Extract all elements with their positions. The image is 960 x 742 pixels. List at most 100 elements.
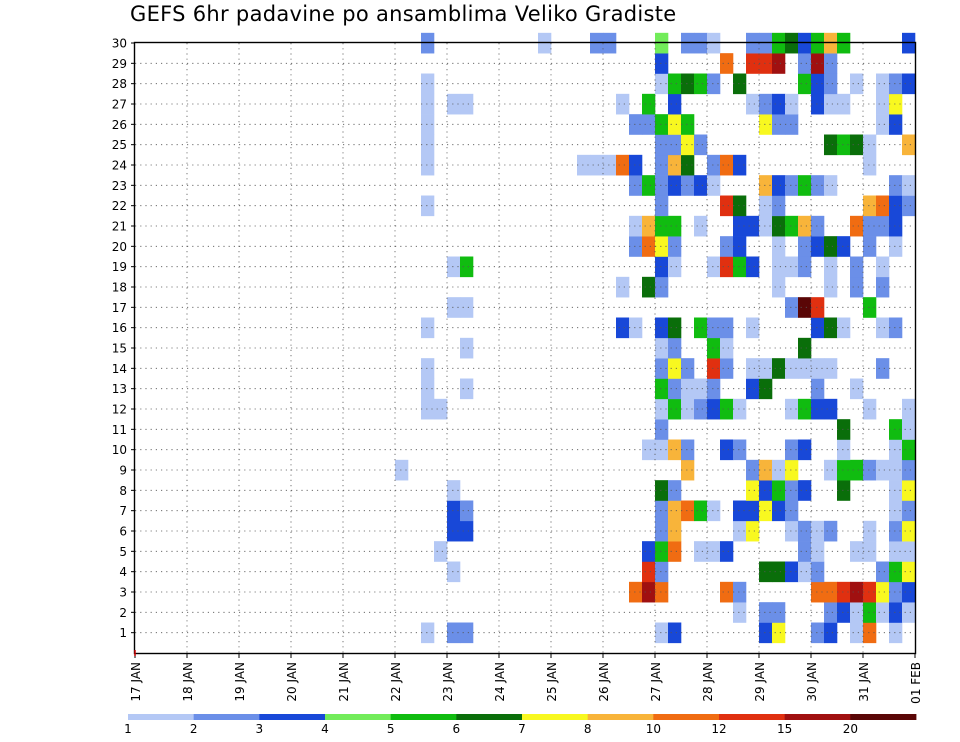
heatmap-cell <box>824 581 838 603</box>
heatmap-cell <box>720 195 734 217</box>
heatmap-cell <box>460 337 474 359</box>
heatmap-cell <box>707 256 721 278</box>
heatmap-cell <box>447 622 461 644</box>
heatmap-cell <box>811 398 825 420</box>
heatmap-cell <box>876 93 890 115</box>
heatmap-cell <box>876 317 890 339</box>
y-tick-label: 10 <box>112 443 127 457</box>
heatmap-cell <box>655 500 669 522</box>
heatmap-cell <box>798 73 812 95</box>
heatmap-cell <box>902 520 916 542</box>
heatmap-cell <box>889 561 903 583</box>
heatmap-cell <box>889 541 903 562</box>
heatmap-cell <box>681 500 695 522</box>
heatmap-cell <box>655 541 669 562</box>
heatmap-cell <box>668 154 682 176</box>
heatmap-cell <box>655 256 669 278</box>
heatmap-cell <box>733 256 747 278</box>
heatmap-cell <box>876 73 890 95</box>
heatmap-cell <box>655 114 669 135</box>
heatmap-cell <box>824 134 838 156</box>
heatmap-cell <box>759 53 773 74</box>
heatmap-cell <box>798 337 812 359</box>
colorbar-swatch <box>522 714 589 720</box>
heatmap-cell <box>707 154 721 176</box>
colorbar-label: 1 <box>124 722 132 736</box>
heatmap-cell <box>668 358 682 379</box>
heatmap-cell <box>889 622 903 644</box>
heatmap-cell <box>447 500 461 522</box>
y-tick-label: 24 <box>112 159 127 173</box>
heatmap-cell <box>902 561 916 583</box>
heatmap-cell <box>863 134 877 156</box>
grid-layer <box>135 43 915 653</box>
heatmap-cell <box>681 358 695 379</box>
colorbar-label: 3 <box>256 722 264 736</box>
heatmap-cell <box>811 358 825 379</box>
heatmap-cell <box>629 236 643 257</box>
colorbar-swatch <box>719 714 786 720</box>
heatmap-cell <box>733 398 747 420</box>
heatmap-cell <box>824 53 838 74</box>
heatmap-cell <box>720 256 734 278</box>
heatmap-cell <box>655 622 669 644</box>
heatmap-cell <box>876 459 890 481</box>
heatmap-cell <box>759 480 773 501</box>
heatmap-cell <box>681 439 695 461</box>
heatmap-cell <box>707 358 721 379</box>
x-tick-label: 21 JAN <box>337 662 351 702</box>
heatmap-cell <box>772 276 786 298</box>
heatmap-cell <box>655 215 669 237</box>
heatmap-cell <box>811 73 825 95</box>
heatmap-cell <box>889 215 903 237</box>
y-tick-label: 18 <box>112 281 127 295</box>
heatmap-cell <box>876 561 890 583</box>
heatmap-cell <box>668 337 682 359</box>
heatmap-cell <box>772 93 786 115</box>
heatmap-cell <box>759 358 773 379</box>
x-tick-label: 26 JAN <box>597 662 611 702</box>
heatmap-cell <box>811 297 825 318</box>
colorbar-label: 6 <box>453 722 461 736</box>
heatmap-cell <box>850 276 864 298</box>
x-tick-label: 19 JAN <box>233 662 247 702</box>
heatmap-cell <box>655 53 669 74</box>
colorbar-label: 5 <box>387 722 395 736</box>
heatmap-cell <box>902 541 916 562</box>
heatmap-cell <box>824 93 838 115</box>
heatmap-cell <box>798 439 812 461</box>
heatmap-cell <box>824 520 838 542</box>
heatmap-cell <box>772 195 786 217</box>
y-tick-label: 11 <box>112 423 127 437</box>
heatmap-cell <box>798 215 812 237</box>
heatmap-cell <box>421 358 435 379</box>
heatmap-cell <box>902 134 916 156</box>
heatmap-cell <box>720 53 734 74</box>
heatmap-cell <box>759 195 773 217</box>
heatmap-cell <box>785 93 799 115</box>
heatmap-cell <box>421 622 435 644</box>
heatmap-cell <box>655 276 669 298</box>
y-tick-label: 17 <box>112 301 127 315</box>
heatmap-cell <box>772 215 786 237</box>
heatmap-cell <box>850 541 864 562</box>
colorbar-label: 10 <box>646 722 661 736</box>
heatmap-cell <box>889 581 903 603</box>
colorbar-swatch <box>850 714 917 720</box>
heatmap-cell <box>720 541 734 562</box>
heatmap-cell <box>798 256 812 278</box>
heatmap-cell <box>720 581 734 603</box>
heatmap-cell <box>655 480 669 501</box>
heatmap-cell <box>863 195 877 217</box>
cells-layer <box>395 32 916 644</box>
x-tick-label: 20 JAN <box>285 662 299 702</box>
heatmap-cell <box>850 622 864 644</box>
heatmap-cell <box>668 215 682 237</box>
heatmap-cell <box>655 520 669 542</box>
heatmap-cell <box>707 398 721 420</box>
heatmap-cell <box>902 581 916 603</box>
heatmap-cell <box>746 215 760 237</box>
heatmap-cell <box>434 398 448 420</box>
heatmap-cell <box>733 73 747 95</box>
colorbar-label: 7 <box>518 722 526 736</box>
